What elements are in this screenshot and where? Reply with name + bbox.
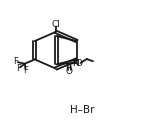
Text: N: N	[73, 59, 79, 68]
Text: O: O	[75, 59, 82, 68]
Text: H–Br: H–Br	[70, 105, 94, 115]
Text: F: F	[13, 57, 18, 66]
Text: O: O	[66, 67, 73, 76]
Text: F: F	[16, 64, 21, 73]
Text: Cl: Cl	[52, 20, 61, 29]
Text: F: F	[23, 66, 28, 75]
